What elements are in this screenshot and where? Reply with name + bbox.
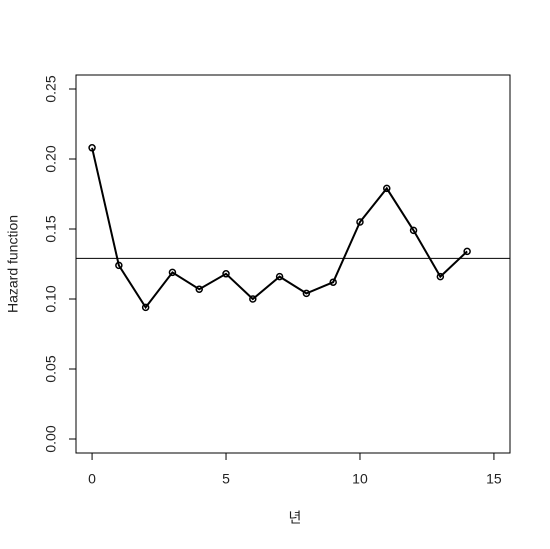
y-tick-label: 0.25 — [43, 75, 59, 102]
y-axis-label: Hazard function — [5, 215, 21, 313]
data-point — [249, 295, 257, 303]
data-point — [409, 226, 418, 235]
y-tick-label: 0.15 — [43, 215, 59, 242]
data-point — [463, 247, 471, 256]
plot-box — [75, 74, 511, 454]
y-tick-label: 0.20 — [43, 145, 59, 172]
data-point — [88, 144, 96, 152]
data-point — [302, 289, 311, 298]
data-point — [141, 303, 150, 312]
data-point — [195, 285, 203, 293]
data-point — [275, 272, 284, 281]
y-tick-label: 0.05 — [43, 355, 59, 382]
data-point — [356, 218, 364, 226]
series-line — [91, 147, 468, 310]
x-tick-label: 15 — [486, 471, 502, 487]
x-tick-label: 10 — [352, 471, 368, 487]
data-point — [329, 278, 337, 286]
data-point — [383, 184, 391, 193]
y-tick-label: 0.10 — [43, 285, 59, 312]
x-axis-label: 년 — [289, 510, 302, 526]
x-tick-label: 5 — [222, 471, 230, 487]
x-tick-label: 0 — [88, 471, 96, 487]
data-point — [115, 261, 123, 270]
y-tick-label: 0.00 — [43, 425, 59, 452]
data-point — [222, 270, 230, 278]
data-point — [168, 268, 177, 277]
data-point — [436, 272, 445, 281]
